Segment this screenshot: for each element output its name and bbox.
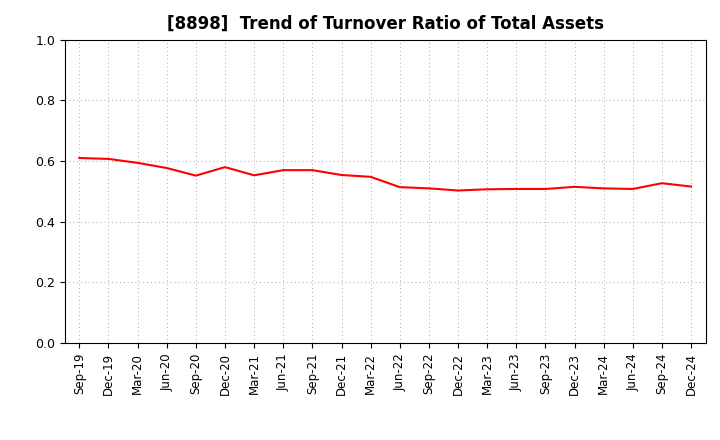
Title: [8898]  Trend of Turnover Ratio of Total Assets: [8898] Trend of Turnover Ratio of Total … [167, 15, 603, 33]
